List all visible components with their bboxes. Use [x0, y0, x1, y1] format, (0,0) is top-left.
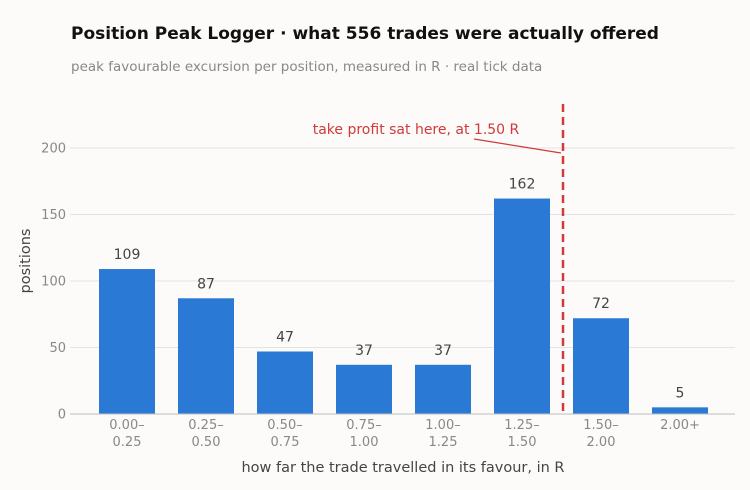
bar-value-label: 47 [276, 329, 294, 345]
bar-value-label: 5 [676, 385, 685, 401]
x-tick-label: 1.25– 1.50 [504, 418, 539, 450]
data-labels: 109 87 47 37 37 162 72 5 [114, 177, 685, 402]
x-tick-label: 0.25– 0.50 [188, 418, 223, 450]
x-tick-label: 1.00– 1.25 [425, 418, 460, 450]
bars [99, 198, 708, 414]
bar [99, 269, 155, 414]
bar [415, 364, 471, 414]
y-tick-label: 200 [41, 142, 66, 157]
x-axis-title: how far the trade travelled in its favou… [241, 460, 564, 476]
x-tick-label: 2.00+ [660, 418, 700, 433]
y-tick-label: 100 [41, 275, 66, 290]
bar-value-label: 37 [434, 343, 452, 359]
x-tick-label: 0.75– 1.00 [346, 418, 381, 450]
bar-value-label: 72 [592, 296, 610, 312]
annotation-label: take profit sat here, at 1.50 R [313, 122, 520, 138]
bar-value-label: 87 [197, 276, 215, 292]
x-tick-labels: 0.00– 0.25 0.25– 0.50 0.50– 0.75 0.75– 1.00 1.00… [109, 418, 700, 450]
chart-subtitle: peak favourable excursion per position, … [71, 59, 543, 75]
y-axis-title: positions [18, 229, 34, 294]
annotation-arrow [473, 138, 562, 154]
x-tick-label: 0.50– 0.75 [267, 418, 302, 450]
y-tick-label: 150 [41, 208, 66, 223]
chart-title: Position Peak Logger · what 556 trades w… [71, 24, 659, 44]
gridlines [70, 147, 735, 348]
bar [178, 298, 234, 414]
bar-value-label: 37 [355, 343, 373, 359]
y-tick-labels: 0 50 100 150 200 [41, 142, 66, 423]
x-tick-label: 1.50– 2.00 [583, 418, 618, 450]
bar-value-label: 109 [114, 247, 141, 263]
bar [257, 351, 313, 414]
take-profit-marker: take profit sat here, at 1.50 R [313, 104, 565, 414]
bar [652, 407, 708, 414]
bar-value-label: 162 [509, 177, 536, 193]
bar [494, 198, 550, 414]
y-tick-label: 0 [58, 408, 66, 423]
bar [573, 318, 629, 414]
y-tick-label: 50 [49, 341, 66, 356]
x-tick-label: 0.00– 0.25 [109, 418, 144, 450]
bar [336, 364, 392, 414]
